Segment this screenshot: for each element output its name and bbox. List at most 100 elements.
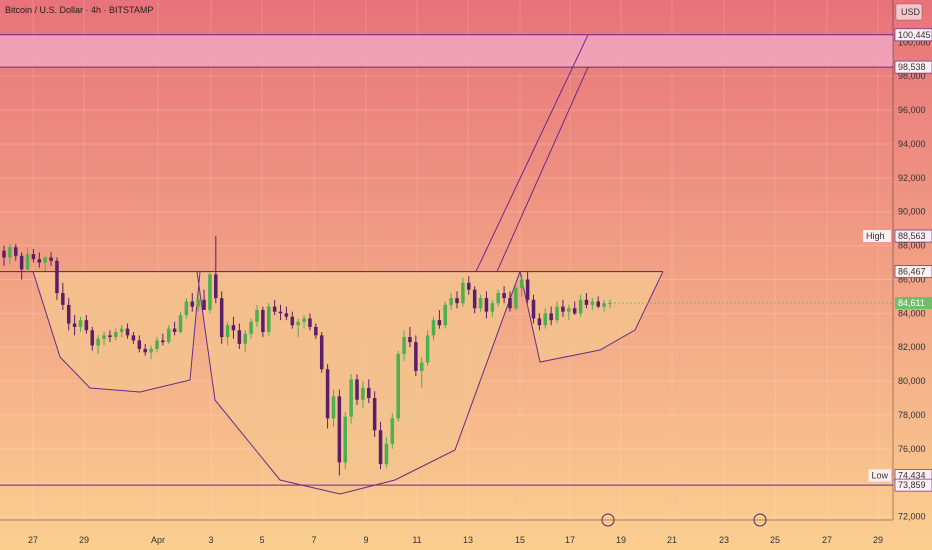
candle (508, 291, 512, 312)
candle-body (567, 308, 571, 312)
candle-body (437, 320, 442, 326)
candle (266, 303, 271, 336)
candle-body (261, 309, 265, 332)
x-tick-label: 23 (719, 535, 729, 545)
x-tick-label: 29 (873, 535, 883, 545)
price-level-badge (894, 28, 932, 42)
candle (478, 294, 483, 312)
candle-body (278, 311, 283, 314)
y-tick-label: 76,000 (898, 444, 926, 454)
candle-body (161, 340, 165, 343)
candle-body (72, 323, 77, 327)
price-level-value: 73,859 (898, 480, 926, 490)
candle (367, 379, 371, 404)
candle-body (514, 287, 518, 309)
candle-body (196, 299, 200, 307)
candle (55, 257, 59, 300)
candle-body (590, 301, 595, 305)
candle-body (296, 321, 300, 326)
candle (555, 301, 559, 324)
candle-body (519, 279, 524, 288)
candle-body (314, 326, 318, 336)
candle (443, 301, 448, 329)
candle (543, 308, 548, 329)
y-tick-label: 100,000 (898, 37, 931, 47)
candle (196, 296, 200, 312)
candle (302, 315, 306, 329)
candle (319, 331, 324, 373)
price-level-badge (894, 478, 932, 492)
candle-body (143, 348, 147, 353)
candle-body (208, 274, 212, 310)
candle (325, 364, 330, 429)
y-tick-label: 88,000 (898, 241, 926, 251)
candle-body (543, 313, 548, 326)
candle-body (25, 254, 30, 270)
cup-handle-outline (32, 271, 664, 495)
candle-body (125, 328, 130, 336)
candle-body (555, 306, 559, 321)
candle (431, 316, 436, 341)
candle (161, 333, 165, 346)
y-tick-label: 80,000 (898, 376, 926, 386)
candle (331, 389, 336, 427)
candle-body (231, 325, 236, 331)
candle-body (84, 320, 89, 331)
candle (461, 277, 465, 307)
candle-body (331, 396, 336, 419)
candle (343, 411, 348, 470)
candle (190, 293, 195, 312)
candle-body (249, 321, 253, 334)
candle-body (202, 299, 206, 310)
price-level-label: High (866, 231, 885, 241)
candle-body (172, 328, 177, 332)
candle (314, 323, 318, 339)
x-tick-label: 21 (667, 535, 677, 545)
candle (549, 306, 553, 326)
y-tick-label: 78,000 (898, 410, 926, 420)
candle-body (408, 337, 412, 343)
candle (255, 304, 259, 327)
candle-body (443, 304, 448, 326)
price-level-value: 74,434 (898, 470, 926, 480)
price-level-label: Low (872, 470, 889, 480)
candle-body (14, 247, 18, 256)
candle (584, 293, 589, 309)
candle (214, 236, 218, 304)
candle (237, 323, 242, 349)
candle (25, 247, 30, 273)
price-level-tag (868, 469, 891, 482)
candle (484, 291, 489, 319)
candle (437, 309, 442, 329)
candle (19, 252, 24, 280)
candle (455, 291, 459, 309)
candle (402, 330, 406, 361)
candle (184, 298, 189, 319)
candle (261, 306, 265, 338)
candle-body (96, 338, 100, 346)
candle (119, 325, 124, 338)
price-level-badge (894, 229, 932, 243)
candle (114, 328, 118, 341)
candle (231, 316, 236, 339)
x-tick-label: 17 (565, 535, 575, 545)
x-tick-label: 27 (28, 535, 38, 545)
price-level-value: 84,611 (898, 298, 925, 308)
candle (14, 243, 18, 261)
y-tick-label: 96,000 (898, 105, 926, 115)
candle-body (561, 306, 565, 312)
candle (537, 313, 542, 331)
candle-body (266, 306, 271, 332)
candle-body (578, 299, 583, 314)
candle (61, 282, 65, 310)
candle (390, 413, 395, 449)
candle (572, 301, 577, 316)
candle-body (137, 340, 142, 349)
x-tick-label: 27 (822, 535, 832, 545)
candle-body (43, 257, 47, 263)
y-tick-label: 84,000 (898, 308, 926, 318)
candle-body (349, 379, 353, 417)
candle-body (190, 301, 195, 307)
